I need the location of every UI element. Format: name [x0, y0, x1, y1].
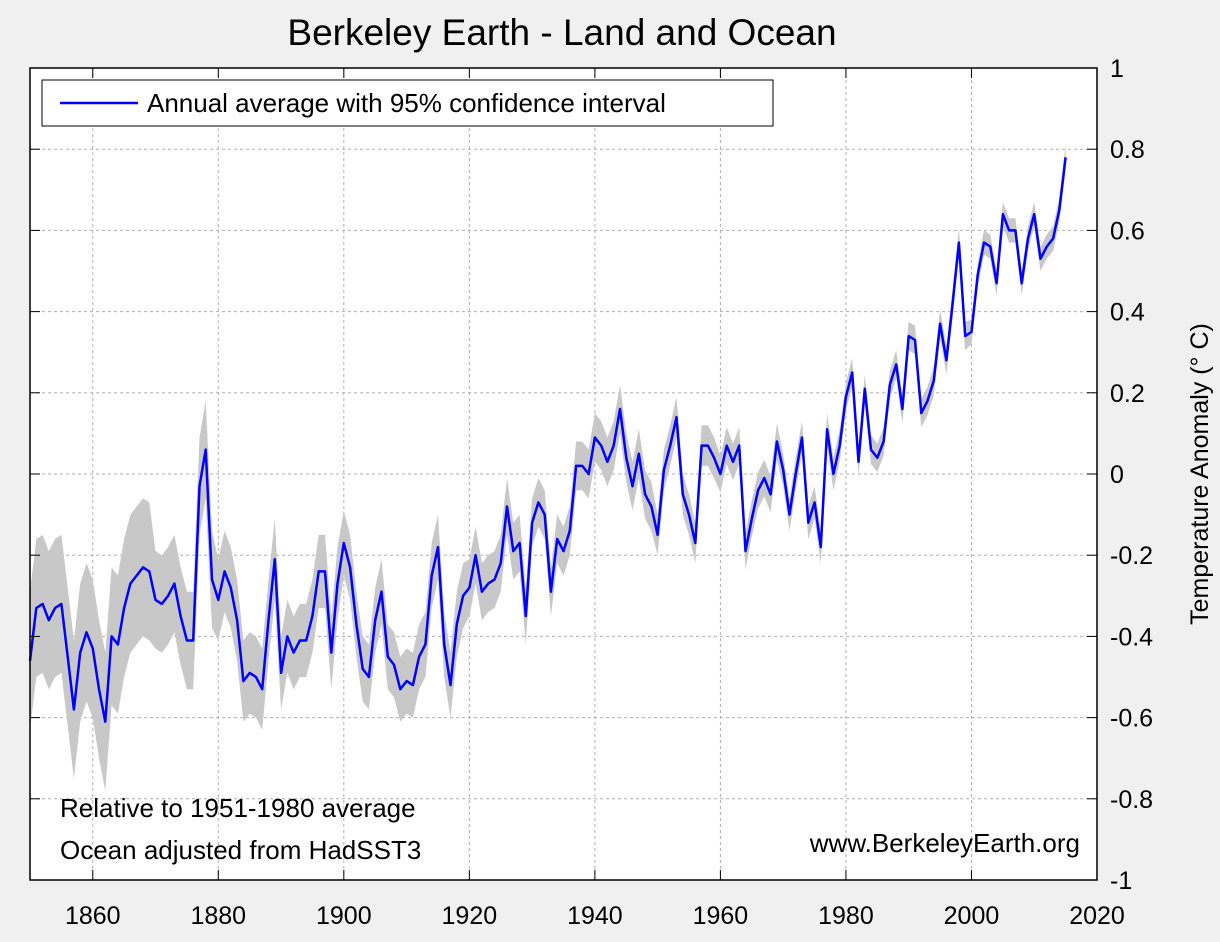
y-axis-label: Temperature Anomaly (° C)	[1186, 323, 1214, 625]
annotation-website: www.BerkeleyEarth.org	[809, 828, 1080, 858]
y-tick-label: -0.6	[1110, 705, 1153, 733]
x-tick-label: 1940	[567, 902, 623, 930]
y-tick-label: 0.4	[1110, 299, 1145, 327]
y-tick-label: 0.6	[1110, 217, 1145, 245]
x-tick-label: 1920	[442, 902, 498, 930]
y-tick-label: 0	[1110, 461, 1124, 489]
annotation-baseline: Relative to 1951-1980 average	[60, 793, 416, 823]
x-tick-label: 1980	[818, 902, 874, 930]
x-tick-label: 2000	[944, 902, 1000, 930]
legend-label: Annual average with 95% confidence inter…	[147, 88, 666, 118]
confidence-band	[30, 145, 1066, 791]
chart-title: Berkeley Earth - Land and Ocean	[287, 12, 836, 53]
y-tick-label: 0.2	[1110, 380, 1145, 408]
annotation-ocean: Ocean adjusted from HadSST3	[60, 835, 421, 865]
x-tick-label: 1860	[65, 902, 121, 930]
x-tick-label: 1960	[693, 902, 749, 930]
x-tick-label: 1880	[190, 902, 246, 930]
y-tick-label: -0.4	[1110, 623, 1153, 651]
y-tick-label: 1	[1110, 55, 1124, 83]
axis-ticks: 1860 1880 1900 1920 1940 1960 1980 2000 2020 -1 -0…	[30, 55, 1153, 930]
y-tick-label: -0.8	[1110, 786, 1153, 814]
legend: Annual average with 95% confidence inter…	[41, 79, 774, 127]
x-tick-label: 1900	[316, 902, 372, 930]
y-tick-label: -0.2	[1110, 542, 1153, 570]
y-tick-label: -1	[1110, 867, 1132, 895]
y-tick-label: 0.8	[1110, 136, 1145, 164]
x-tick-label: 2020	[1069, 902, 1125, 930]
annual-average-line	[28, 157, 1067, 723]
